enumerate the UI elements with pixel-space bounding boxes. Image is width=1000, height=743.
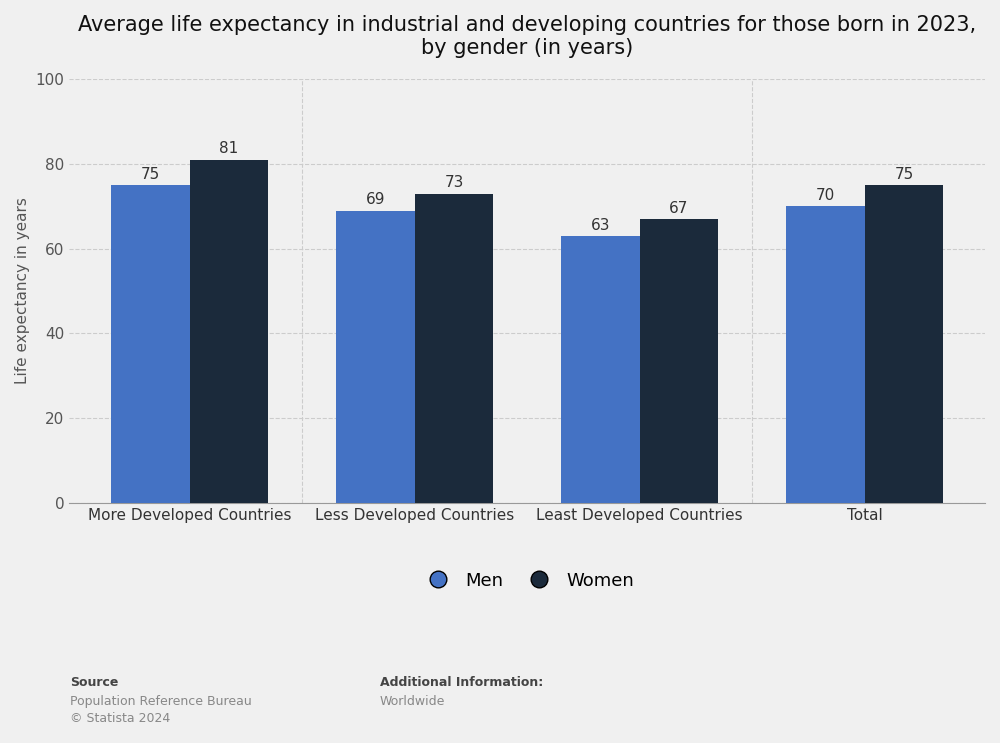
Bar	[561, 236, 640, 503]
Y-axis label: Life expectancy in years: Life expectancy in years	[15, 198, 30, 384]
Title: Average life expectancy in industrial and developing countries for those born in: Average life expectancy in industrial an…	[78, 15, 976, 58]
Legend: Men, Women: Men, Women	[411, 562, 643, 599]
Text: © Statista 2024: © Statista 2024	[70, 712, 170, 724]
Bar	[111, 185, 190, 503]
Text: 63: 63	[591, 218, 610, 233]
Text: Population Reference Bureau: Population Reference Bureau	[70, 695, 252, 707]
Text: 75: 75	[141, 166, 160, 182]
Bar	[865, 185, 943, 503]
Text: 69: 69	[366, 192, 385, 207]
Bar	[190, 160, 268, 503]
Text: 75: 75	[894, 166, 914, 182]
Bar	[786, 207, 865, 503]
Text: Additional Information:: Additional Information:	[380, 676, 543, 689]
Text: Source: Source	[70, 676, 118, 689]
Bar	[336, 210, 415, 503]
Bar	[640, 219, 718, 503]
Text: 73: 73	[444, 175, 464, 190]
Text: 81: 81	[219, 141, 239, 156]
Text: Worldwide: Worldwide	[380, 695, 445, 707]
Text: 67: 67	[669, 201, 689, 215]
Text: 70: 70	[816, 188, 835, 203]
Bar	[415, 194, 493, 503]
